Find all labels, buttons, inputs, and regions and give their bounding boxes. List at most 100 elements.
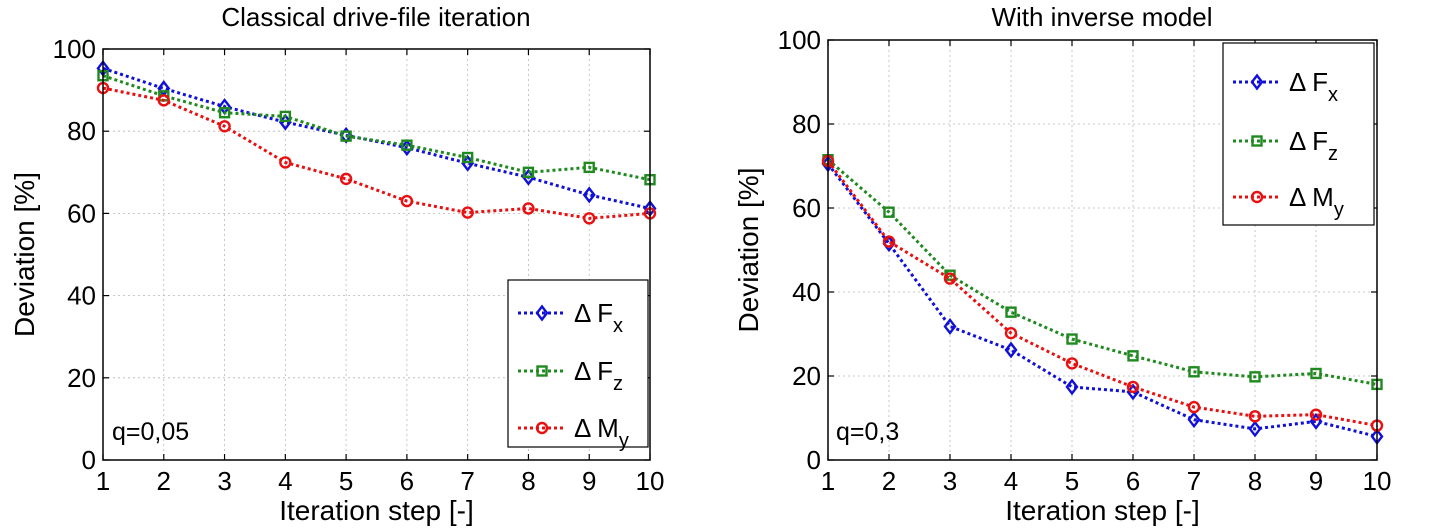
- data-point: [1248, 420, 1262, 438]
- x-axis-label: Iteration step [-]: [1005, 495, 1200, 526]
- data-point: [1065, 357, 1079, 370]
- data-point: [401, 139, 413, 151]
- data-point: [461, 206, 474, 219]
- data-point: [1309, 408, 1323, 421]
- legend-marker: [1250, 190, 1264, 204]
- series-line: [827, 158, 1378, 386]
- q-annotation: q=0,3: [836, 418, 899, 446]
- x-tick-label: 1: [821, 466, 835, 496]
- data-point: [882, 235, 896, 253]
- legend-label: Δ My: [1289, 182, 1344, 221]
- y-tick-label: 0: [82, 445, 96, 475]
- data-point: [461, 151, 474, 164]
- y-tick-label: 0: [807, 445, 821, 475]
- data-point: [1005, 306, 1017, 318]
- x-tick-label: 3: [943, 466, 957, 496]
- series-line: [102, 74, 651, 182]
- data-point: [1127, 350, 1139, 362]
- legend-marker: [535, 304, 549, 322]
- data-point: [522, 202, 535, 215]
- legend-marker: [536, 365, 548, 377]
- data-point: [583, 161, 595, 174]
- x-axis-label: Iteration step [-]: [279, 495, 474, 526]
- data-point: [1004, 341, 1018, 359]
- x-tick-label: 9: [582, 466, 596, 496]
- data-point: [339, 172, 353, 186]
- data-point: [943, 317, 957, 335]
- y-axis-label: Deviation [%]: [9, 172, 40, 337]
- legend: Δ Fx Δ Fz Δ My: [507, 279, 649, 452]
- x-tick-label: 5: [1065, 466, 1079, 496]
- data-point: [1126, 380, 1140, 394]
- data-point: [279, 110, 292, 123]
- x-tick-label: 4: [1004, 466, 1018, 496]
- data-point: [279, 156, 292, 169]
- data-point: [1004, 326, 1018, 340]
- data-point: [1188, 366, 1200, 378]
- plot-frame: [102, 48, 651, 461]
- data-point: [157, 94, 170, 107]
- series-Fz: [97, 70, 656, 186]
- series-My: [96, 81, 657, 225]
- x-tick-label: 10: [636, 466, 665, 496]
- x-tick-label: 7: [1187, 466, 1201, 496]
- data-point: [1187, 411, 1201, 429]
- series-line: [102, 86, 651, 220]
- chart-title: With inverse model: [991, 2, 1212, 32]
- y-axis-label: Deviation [%]: [733, 168, 764, 333]
- plot-frame: [827, 39, 1378, 461]
- x-tick-label: 9: [1309, 466, 1323, 496]
- x-tick-label: 10: [1363, 466, 1392, 496]
- x-tick-label: 5: [339, 466, 353, 496]
- legend-label: Δ Fx: [1289, 67, 1338, 106]
- chart-title: Classical drive-file iteration: [221, 2, 530, 32]
- data-point: [583, 212, 596, 225]
- data-point: [883, 206, 895, 218]
- legend-label: Δ Fz: [574, 356, 623, 395]
- data-point: [218, 120, 231, 133]
- y-tick-label: 60: [792, 193, 821, 223]
- data-point: [218, 107, 231, 119]
- x-tick-label: 2: [157, 466, 171, 496]
- x-tick-label: 6: [400, 466, 414, 496]
- legend-label: Δ Fx: [574, 298, 623, 337]
- x-tick-label: 2: [882, 466, 896, 496]
- q-annotation: q=0,05: [112, 418, 189, 446]
- y-tick-label: 20: [67, 363, 96, 393]
- x-tick-label: 3: [217, 466, 231, 496]
- data-point: [340, 130, 352, 142]
- legend-label: Δ Fz: [1289, 126, 1338, 165]
- x-tick-label: 4: [278, 466, 292, 496]
- legend: Δ Fx Δ Fz Δ My: [1222, 42, 1375, 226]
- data-point: [582, 186, 596, 204]
- y-tick-label: 40: [67, 281, 96, 311]
- data-point: [1248, 410, 1262, 423]
- series-Fx: [96, 59, 657, 217]
- y-tick-label: 80: [67, 116, 96, 146]
- data-point: [1187, 400, 1201, 414]
- series-line: [826, 162, 1378, 438]
- x-tick-label: 8: [1248, 466, 1262, 496]
- legend-label: Δ My: [574, 413, 629, 452]
- y-tick-label: 20: [792, 361, 821, 391]
- legend-marker: [535, 421, 549, 435]
- series-line: [826, 160, 1378, 428]
- y-tick-label: 60: [67, 198, 96, 228]
- data-point: [1065, 378, 1079, 396]
- series-line: [102, 66, 651, 210]
- chart-classical-drive-file: Classical drive-file iteration 1 2 3 4 5 6 7 8 9 1…: [9, 2, 664, 526]
- y-tick-label: 40: [792, 277, 821, 307]
- data-point: [1310, 367, 1322, 380]
- x-tick-label: 7: [460, 466, 474, 496]
- legend-box: [507, 279, 649, 448]
- y-tick-label: 80: [792, 109, 821, 139]
- legend-marker: [1251, 135, 1263, 147]
- series-My: [821, 154, 1384, 432]
- grid: [828, 40, 1377, 460]
- data-point: [400, 194, 414, 208]
- y-tick-label: 100: [53, 34, 96, 64]
- x-tick-label: 6: [1126, 466, 1140, 496]
- data-point: [882, 235, 896, 248]
